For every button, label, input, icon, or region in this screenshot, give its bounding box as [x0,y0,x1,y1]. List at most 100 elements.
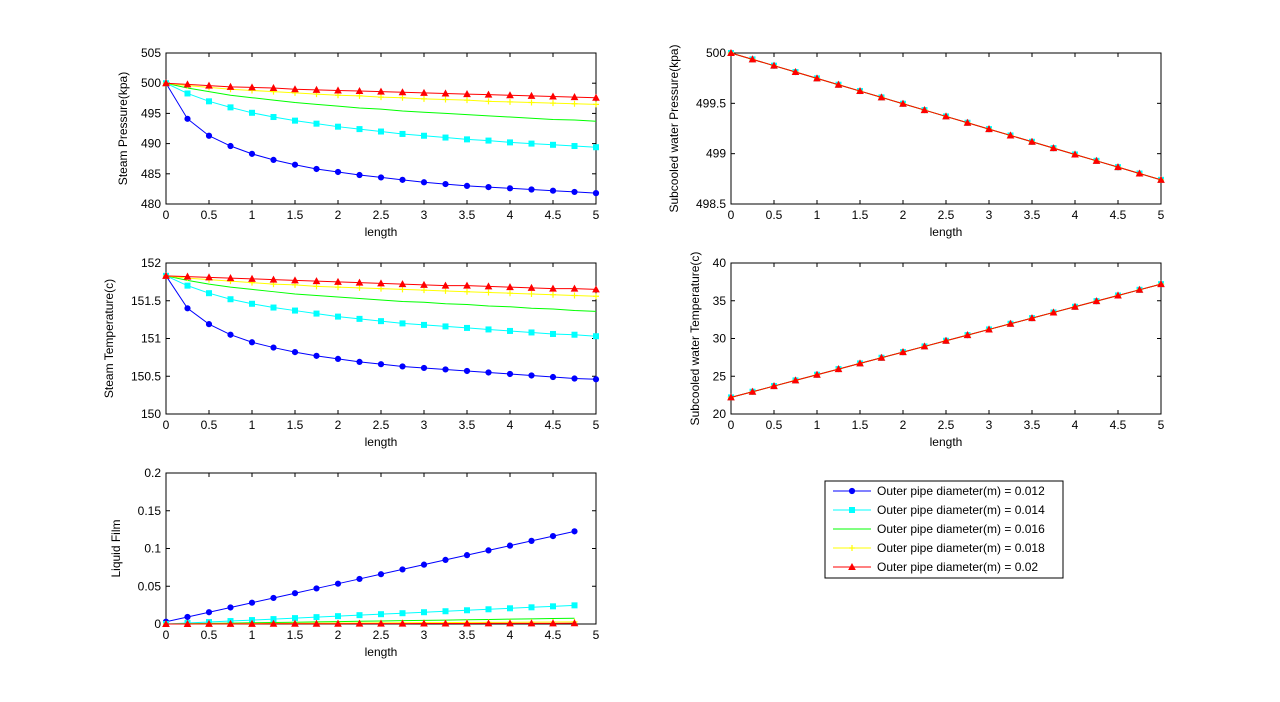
data-point [507,290,513,297]
data-point [1092,297,1101,305]
data-point [335,284,341,291]
subplot-subcooled-pressure: 0 0.5 1 1.5 2 2.5 3 3.5 4 4.5 5 498.5 499 499.5 500 len… [667,44,1165,239]
data-point [356,575,363,583]
data-point [184,282,191,289]
data-point [399,176,406,183]
data-point [985,125,993,133]
y-tick-label: 30 [713,332,727,346]
data-point [421,287,427,294]
data-point [312,85,321,93]
series-2 [165,275,597,312]
x-tick-label: 5 [1158,208,1165,222]
data-point [571,188,578,196]
data-point [570,619,579,627]
data-point [356,284,363,291]
data-point [378,611,384,618]
x-tick-label: 4.5 [545,208,562,222]
data-point [571,100,578,107]
data-point [484,90,493,98]
data-point [442,96,449,103]
legend-marker [848,487,856,495]
data-point [1028,314,1036,322]
data-point [571,292,578,299]
x-tick-label: 3 [421,208,428,222]
legend-entry: Outer pipe diameter(m) = 0.016 [833,522,1045,536]
x-tick-label: 1 [249,418,256,432]
x-tick-label: 1.5 [852,418,869,432]
legend-entry: Outer pipe diameter(m) = 0.014 [833,503,1045,517]
x-tick-label: 2 [900,418,907,432]
y-tick-label: 151.5 [131,294,161,308]
data-point [226,619,235,627]
data-point [291,85,299,93]
legend-entry: Outer pipe diameter(m) = 0.012 [833,484,1045,498]
data-point [770,382,778,390]
y-tick-label: 498.5 [696,197,726,211]
series-line [165,275,597,312]
series-0 [162,528,578,625]
y-axis-label: Liquid Film [109,519,123,577]
data-point [877,353,886,361]
data-point [313,585,320,592]
data-point [464,288,470,295]
data-point [292,307,298,314]
data-point [1114,291,1122,299]
data-point [183,272,192,280]
data-point [312,277,321,285]
subplot-subcooled-temperature: 0 0.5 1 1.5 2 2.5 3 3.5 4 4.5 5 20 25 30 35 40 length Sub… [688,252,1165,449]
data-point [334,580,342,587]
y-tick-label: 500 [706,46,726,60]
data-point [334,355,342,362]
data-point [355,87,364,95]
y-tick-label: 485 [141,167,161,181]
data-point [399,130,406,137]
data-point [899,348,907,356]
data-point [485,547,492,554]
x-tick-label: 1.5 [287,628,304,642]
data-point [205,609,213,616]
data-point [834,365,843,373]
data-point [270,344,277,351]
x-tick-label: 0.5 [766,208,783,222]
series-line [165,604,575,625]
data-point [249,300,255,307]
x-tick-label: 1.5 [287,208,304,222]
data-point [549,284,557,292]
data-point [313,614,320,621]
data-point [227,104,234,111]
subplot-steam-temperature: 0 0.5 1 1.5 2 2.5 3 3.5 4 4.5 5 150 150.5 151 151.5 152… [102,256,600,449]
data-point [1071,150,1079,158]
data-point [227,604,234,611]
data-point [420,364,428,372]
y-tick-label: 40 [713,256,727,270]
data-point [571,528,578,535]
legend-marker [849,545,855,551]
data-point [377,361,385,368]
data-point [506,370,514,378]
data-point [1135,285,1144,293]
data-point [206,98,212,105]
data-point [335,613,341,620]
data-point [334,277,342,285]
data-point [291,619,299,627]
data-point [249,109,255,116]
data-point [291,348,299,356]
data-point [421,321,427,328]
data-point [485,369,492,376]
data-point [485,98,492,105]
x-tick-label: 0.5 [201,208,218,222]
x-tick-label: 1 [814,208,821,222]
data-point [506,185,514,192]
data-point [398,88,407,96]
data-point [1049,308,1058,316]
x-tick-label: 4 [1072,208,1079,222]
data-point [442,323,449,330]
y-tick-label: 490 [141,137,161,151]
data-point [399,286,406,293]
plot-area [730,52,1162,205]
data-point [963,118,972,126]
data-point [399,566,406,573]
x-tick-label: 2.5 [373,628,390,642]
data-point [356,315,363,322]
plot-area [165,52,597,205]
